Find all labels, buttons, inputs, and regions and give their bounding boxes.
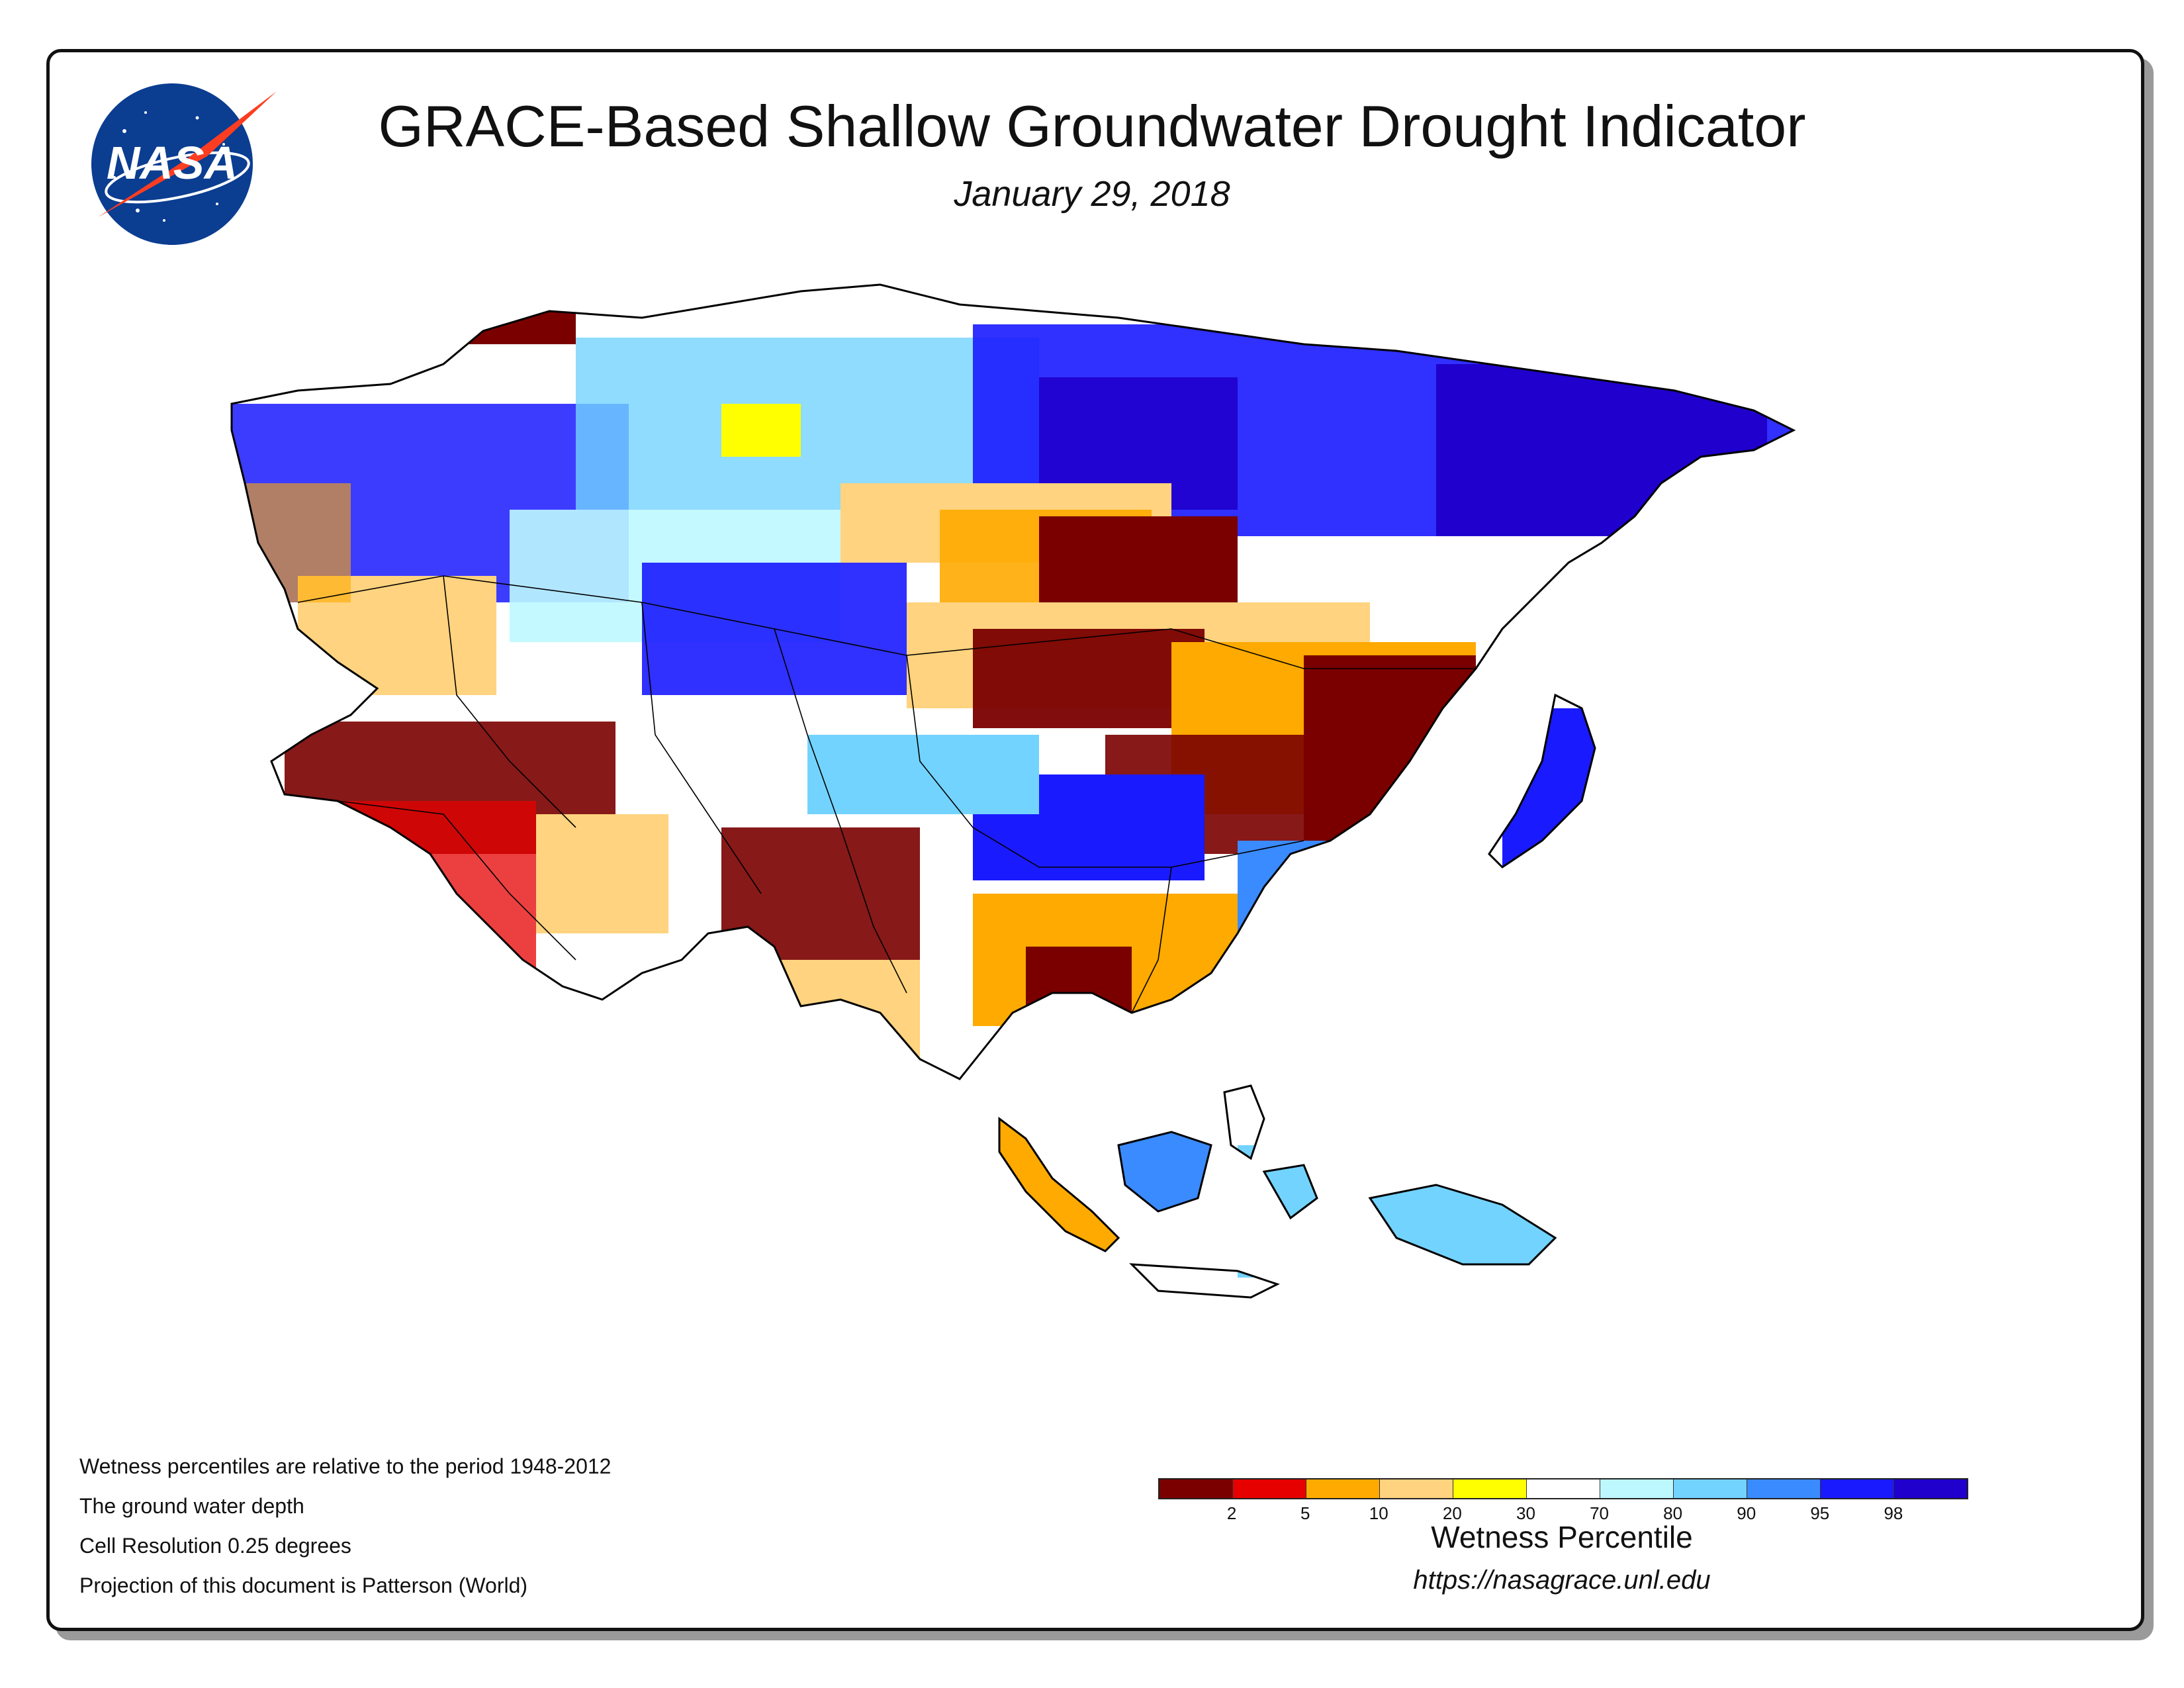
legend-title: Wetness Percentile xyxy=(1431,1520,1693,1554)
legend-swatch xyxy=(1306,1479,1380,1498)
legend-swatch xyxy=(1821,1479,1894,1498)
legend: 2 5 10 20 30 70 80 90 95 98 xyxy=(1158,1478,1968,1523)
notes-block: Wetness percentiles are relative to the … xyxy=(79,1446,611,1605)
legend-swatch xyxy=(1160,1479,1233,1498)
legend-tick-label: 70 xyxy=(1590,1503,1609,1523)
note-depth: The ground water depth xyxy=(79,1494,304,1518)
logo-text: NASA xyxy=(107,137,238,189)
legend-tick-label: 30 xyxy=(1516,1503,1535,1523)
legend-ticks: 2 5 10 20 30 70 80 90 95 98 xyxy=(1158,1499,1967,1523)
legend-tick-label: 90 xyxy=(1737,1503,1756,1523)
legend-tick-label: 95 xyxy=(1810,1503,1830,1523)
note-resolution: Cell Resolution 0.25 degrees xyxy=(79,1534,351,1558)
wetness-grid xyxy=(232,285,1794,1297)
nasa-logo: NASA xyxy=(91,83,277,245)
legend-tick-label: 5 xyxy=(1300,1503,1310,1523)
legend-tick-label: 80 xyxy=(1663,1503,1683,1523)
legend-swatch xyxy=(1527,1479,1600,1498)
legend-swatch xyxy=(1894,1479,1967,1498)
map-title: GRACE-Based Shallow Groundwater Drought … xyxy=(378,93,1806,159)
legend-tick-label: 2 xyxy=(1226,1503,1237,1523)
coastlines xyxy=(230,283,1796,1299)
logo-orbit xyxy=(105,151,250,204)
legend-tick-label: 20 xyxy=(1442,1503,1462,1523)
logo-disc xyxy=(91,83,253,245)
country-borders xyxy=(297,575,1476,1013)
legend-swatch xyxy=(1674,1479,1747,1498)
legend-tick-label: 98 xyxy=(1884,1503,1903,1523)
legend-swatch xyxy=(1453,1479,1527,1498)
wetness-map xyxy=(230,283,1796,1299)
legend-swatch xyxy=(1233,1479,1306,1498)
legend-tick-label: 10 xyxy=(1369,1503,1388,1523)
note-period: Wetness percentiles are relative to the … xyxy=(79,1454,612,1478)
legend-swatch xyxy=(1600,1479,1674,1498)
legend-swatch xyxy=(1380,1479,1453,1498)
legend-swatch xyxy=(1747,1479,1821,1498)
map-date: January 29, 2018 xyxy=(954,174,1230,214)
note-projection: Projection of this document is Patterson… xyxy=(79,1573,528,1597)
legend-colorbar xyxy=(1158,1478,1968,1499)
source-link[interactable]: https://nasagrace.unl.edu xyxy=(1413,1566,1711,1595)
